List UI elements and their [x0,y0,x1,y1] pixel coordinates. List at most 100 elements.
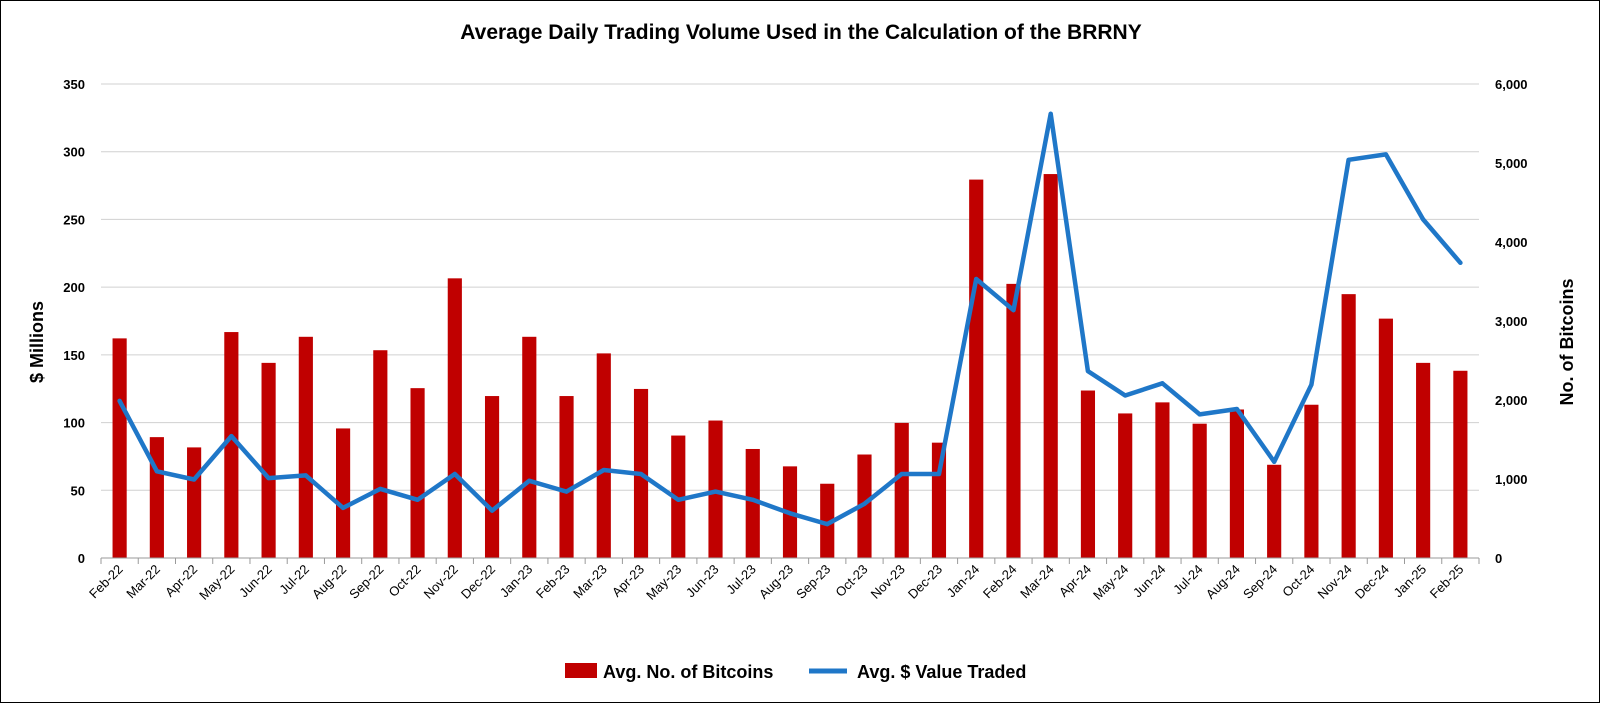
x-tick-label: Feb-24 [980,562,1020,602]
x-tick-label: Mar-22 [123,562,163,602]
x-tick-label: Nov-22 [421,562,461,602]
bar [410,388,425,558]
x-tick-label: Dec-24 [1352,562,1392,602]
bar [1453,370,1468,558]
bar [261,362,276,558]
x-tick-label: Jun-23 [683,562,722,601]
x-tick-label: Feb-25 [1427,562,1467,602]
bar [1267,464,1282,558]
line-point [1234,407,1239,412]
line-point [117,398,122,403]
bar [1229,409,1244,558]
line-point [899,472,904,477]
line-point [974,277,979,282]
line-point [154,469,159,474]
x-tick-label: Jun-22 [236,562,275,601]
x-tick-label: Dec-22 [458,562,498,602]
line-point [452,472,457,477]
legend-bar-swatch [565,663,597,678]
right-tick-label: 2,000 [1495,393,1528,408]
line-point [1421,217,1426,222]
x-tick-label: Jul-22 [276,562,312,598]
x-tick-label: Feb-23 [533,562,573,602]
bar [1155,402,1170,558]
x-tick-label: Jun-24 [1130,562,1169,601]
left-axis-ticks: 0 50 100 150 200 250 300 350 [63,77,85,566]
bar [447,278,462,558]
x-tick-label: Feb-22 [86,562,126,602]
line-point [750,497,755,502]
bar-series [112,174,1468,558]
line-point [1011,308,1016,313]
x-tick-label: Aug-22 [309,562,349,602]
line-point [1123,393,1128,398]
line-point [1309,382,1314,387]
x-tick-label: Oct-24 [1279,562,1317,600]
line-point [788,511,792,516]
bar [336,428,351,558]
x-tick-label: Jul-24 [1170,562,1206,598]
line-point [1197,412,1202,417]
line-point [601,467,606,472]
bar [224,332,239,558]
right-tick-label: 4,000 [1495,235,1528,250]
bar [1341,294,1356,558]
left-tick-label: 300 [63,145,85,160]
bar [1118,413,1133,558]
line-point [415,497,420,502]
right-axis-title: No. of Bitcoins [1557,279,1577,406]
line-point [713,489,718,494]
right-axis-ticks: 0 1,000 2,000 3,000 4,000 5,000 6,000 [1495,77,1528,566]
bar [1304,404,1319,558]
x-tick-label: Sep-23 [793,562,833,602]
line-point [825,522,830,527]
x-tick-label: Apr-23 [609,562,647,600]
line-point [192,477,197,482]
x-tick-label: Jan-25 [1391,562,1430,601]
line-point [341,505,346,510]
bar [1043,174,1058,558]
bar [969,179,984,558]
right-tick-label: 5,000 [1495,156,1528,171]
x-tick-label: Dec-23 [905,562,945,602]
bar [708,420,723,558]
right-tick-label: 0 [1495,551,1502,566]
x-tick-label: Nov-23 [868,562,908,602]
line-point [862,501,867,506]
line-point [1160,381,1165,386]
x-tick-label: May-23 [643,562,684,603]
x-tick-label: Aug-23 [756,562,796,602]
bar [745,448,760,558]
line-point [1048,111,1053,116]
bar [894,422,909,558]
line-point [229,434,234,439]
line-point [266,476,271,481]
legend-line-label: Avg. $ Value Traded [857,662,1026,682]
x-tick-label: Mar-23 [570,562,610,602]
bar [1416,362,1431,558]
x-tick-label: Jul-23 [723,562,759,598]
bar [1192,423,1207,558]
bar [522,336,537,558]
x-tick-label: Jan-23 [497,562,536,601]
line-series [117,111,1463,527]
line-point [1458,260,1463,265]
left-tick-label: 200 [63,280,85,295]
x-tick-label: May-22 [196,562,237,603]
bar [298,336,313,558]
x-tick-label: Oct-22 [385,562,423,600]
bar [596,353,611,558]
chart-title: Average Daily Trading Volume Used in the… [460,21,1141,44]
x-tick-label: Nov-24 [1315,562,1355,602]
line-point [490,508,495,513]
gridlines [101,83,1479,491]
line-point [1085,369,1090,374]
x-tick-label: Mar-24 [1017,562,1057,602]
right-tick-label: 6,000 [1495,77,1528,92]
bar [1080,390,1096,558]
bar [1006,283,1021,558]
x-tick-label: Apr-22 [162,562,200,600]
value-traded-line [117,111,1463,527]
